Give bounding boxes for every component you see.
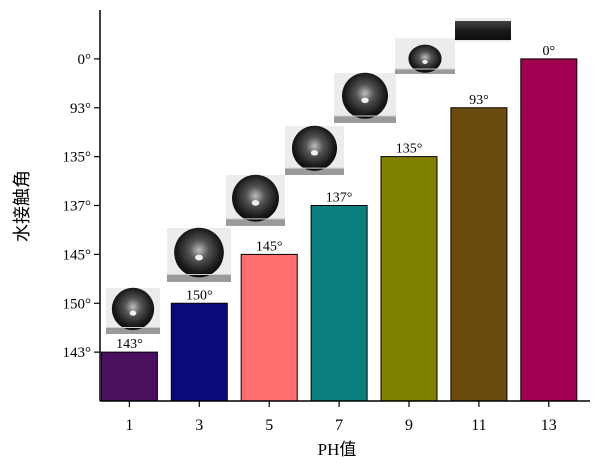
y-ticks: 143° 150° 145° 137° 135° 93° 0° [63,52,100,361]
bars [100,58,578,402]
data-label: 143° [116,337,143,352]
y-tick-label: 0° [78,52,92,68]
bar [100,351,158,402]
bar [310,205,368,402]
x-tick-label: 9 [405,417,413,434]
data-label: 145° [256,239,283,254]
bar [380,156,438,402]
droplet-image [395,38,455,74]
y-tick-label: 145° [63,247,92,263]
bar [170,302,228,402]
y-tick-label: 93° [70,101,91,117]
bar [520,58,578,402]
x-ticks: 1 3 5 7 9 11 13 [125,401,557,434]
bar [240,253,298,402]
data-label: 135° [396,142,423,157]
droplet-image [226,174,285,226]
data-label: 137° [326,191,353,206]
y-axis-label: 水接触角 [12,170,32,242]
x-tick-label: 13 [541,417,557,434]
y-tick-label: 143° [63,345,92,361]
x-tick-label: 11 [471,417,486,434]
bar [450,107,508,402]
data-label: 150° [186,288,213,303]
data-label: 93° [469,93,489,108]
x-tick-label: 5 [265,417,273,434]
x-tick-label: 1 [125,417,133,434]
x-tick-label: 7 [335,417,343,434]
data-labels: 143° 150° 145° 137° 135° 93° 0° [116,44,555,352]
inset-images [106,18,511,334]
data-label: 0° [542,44,555,59]
y-tick-label: 137° [63,199,92,215]
droplet-image [106,287,160,334]
flat-film-image [455,18,511,42]
x-tick-label: 3 [195,417,203,434]
droplet-image [285,125,344,175]
y-tick-label: 135° [63,150,92,166]
droplet-image [334,72,396,123]
x-axis-label: PH值 [318,440,357,459]
y-tick-label: 150° [63,296,92,312]
droplet-image [167,227,231,282]
